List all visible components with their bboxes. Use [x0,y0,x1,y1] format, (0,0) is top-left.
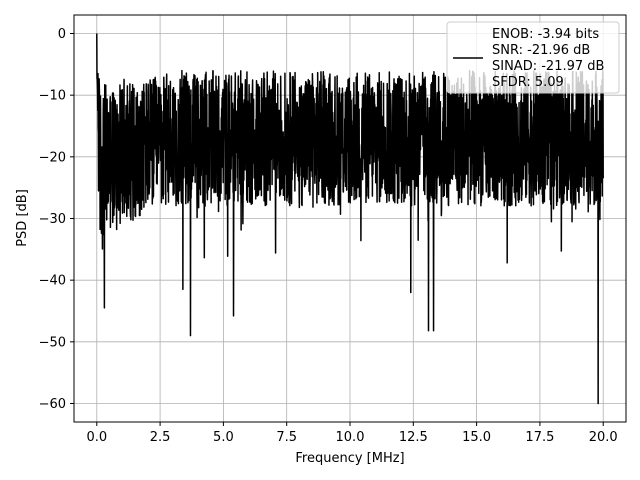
x-ticks: 0.0 2.5 5.0 7.5 10.0 12.5 15.0 17.5 20.0 [86,422,618,445]
legend-entry-snr: SNR: -21.96 dB [492,43,590,58]
y-tick-label: −20 [39,150,66,165]
y-tick-label: −10 [39,89,66,104]
x-tick-label: 5.0 [213,430,234,445]
y-tick-label: −60 [39,397,66,412]
x-tick-label: 12.5 [399,430,428,445]
y-ticks: 0 −10 −20 −30 −40 −50 −60 [39,27,74,412]
legend-entry-enob: ENOB: -3.94 bits [492,27,599,42]
x-tick-label: 0.0 [86,430,107,445]
x-tick-label: 7.5 [276,430,297,445]
x-tick-label: 15.0 [462,430,491,445]
x-axis-label: Frequency [MHz] [295,451,404,466]
y-tick-label: −50 [39,335,66,350]
y-tick-label: 0 [58,27,66,42]
x-tick-label: 2.5 [150,430,171,445]
x-tick-label: 17.5 [525,430,554,445]
legend: ENOB: -3.94 bits SNR: -21.96 dB SINAD: -… [446,21,620,94]
x-tick-label: 10.0 [336,430,365,445]
y-tick-label: −40 [39,274,66,289]
legend-entry-sfdr: SFDR: 5.09 [492,75,564,90]
y-axis-label: PSD [dB] [15,189,30,247]
plot-frame [73,14,627,423]
x-tick-label: 20.0 [589,430,618,445]
y-tick-label: −30 [39,212,66,227]
legend-box [446,21,620,94]
psd-series-line [96,33,604,405]
legend-entry-sinad: SINAD: -21.97 dB [492,59,604,74]
